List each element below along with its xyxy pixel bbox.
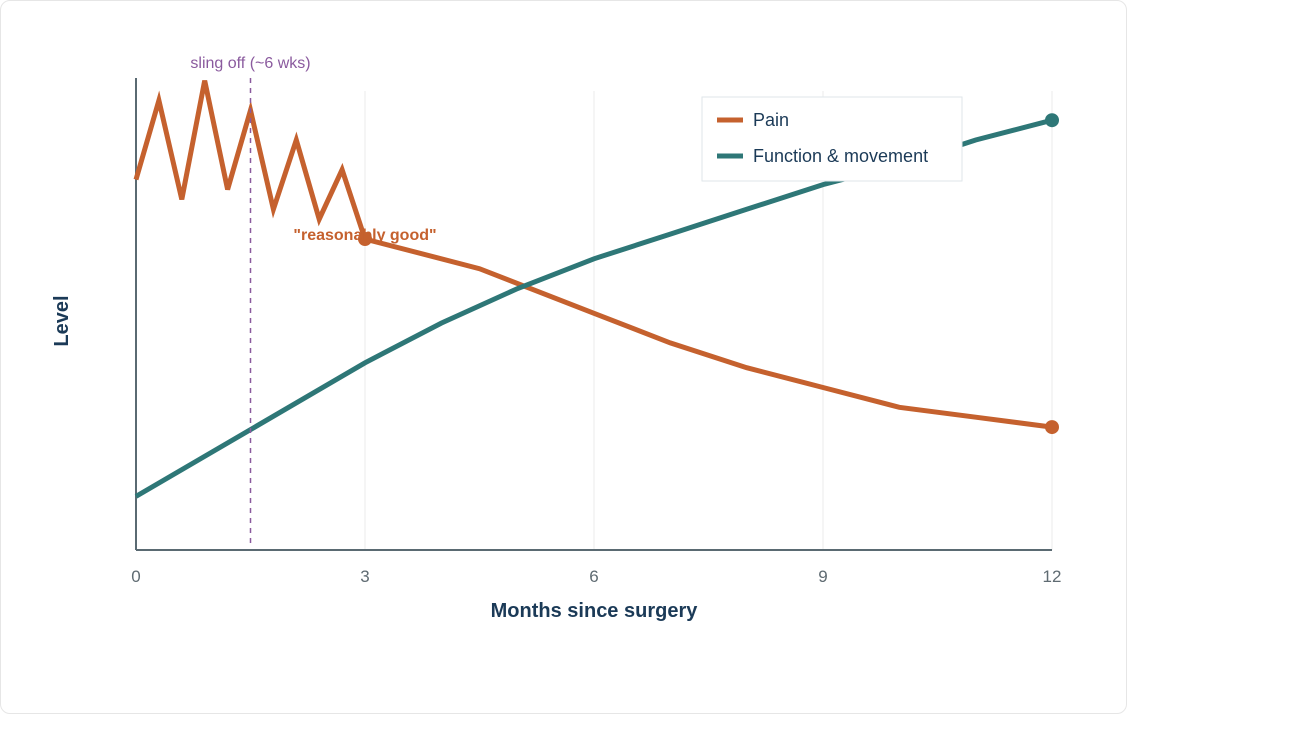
legend-label-function: Function & movement <box>753 146 928 166</box>
legend-label-pain: Pain <box>753 110 789 130</box>
legend: Pain Function & movement <box>701 96 963 182</box>
x-tick-label-3: 3 <box>360 567 369 586</box>
chart-card: 0 3 6 9 12 Months since surgery Level sling … <box>0 0 1127 714</box>
x-tick-label-0: 0 <box>131 567 140 586</box>
series-line-0 <box>133 80 1053 430</box>
series-0-marker-12 <box>1045 420 1059 435</box>
x-tick-label-9: 9 <box>818 567 827 586</box>
axes <box>135 78 1052 551</box>
x-tick-label-12: 12 <box>1043 567 1062 586</box>
y-axis-title: Level <box>51 295 73 346</box>
x-axis-title: Months since surgery <box>491 600 699 622</box>
sling-off-label: sling off (~6 wks) <box>190 55 310 72</box>
reasonably-good-label: "reasonably good" <box>293 227 436 244</box>
series-0-marker-3 <box>358 232 372 246</box>
series-1-marker-12 <box>1045 113 1059 128</box>
annotations: sling off (~6 wks) "reasonably good" <box>190 55 437 546</box>
x-tick-label-6: 6 <box>589 567 598 586</box>
x-tick-labels: 0 3 6 9 12 <box>131 567 1061 586</box>
legend-box <box>701 96 963 182</box>
